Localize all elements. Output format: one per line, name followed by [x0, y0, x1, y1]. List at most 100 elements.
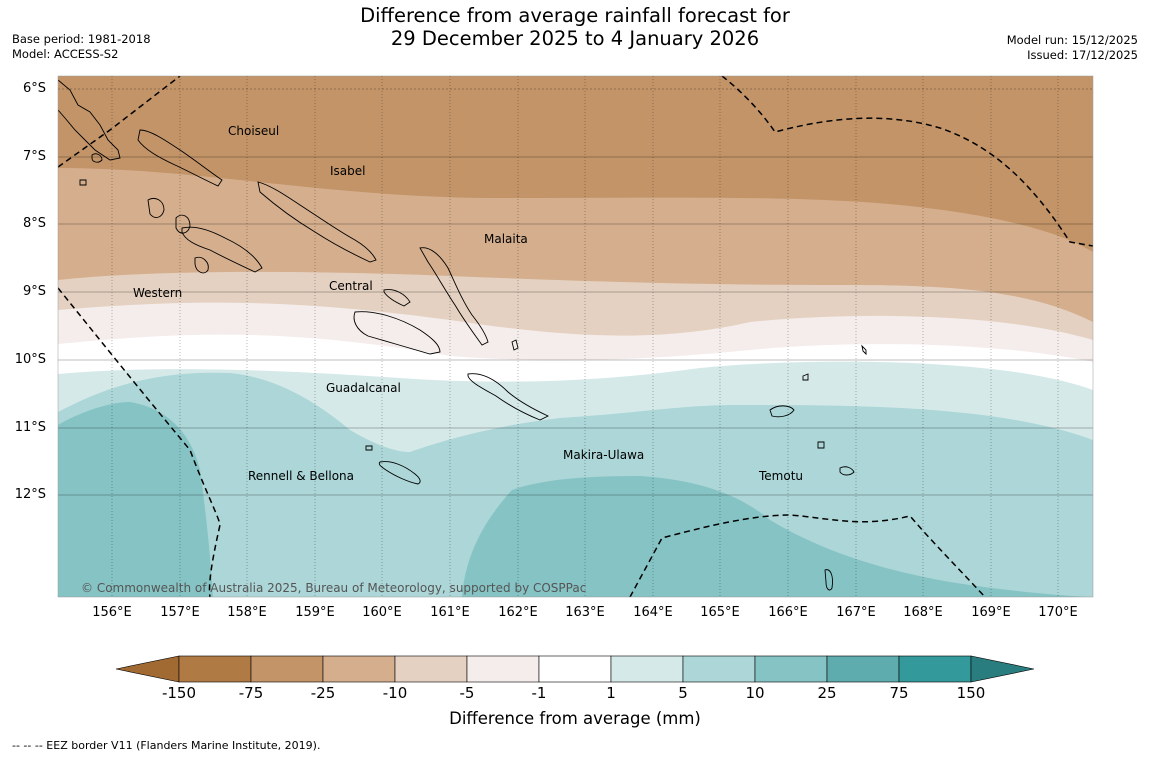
- colorbar-segment: [682, 655, 756, 683]
- map-title: Difference from average rainfall forecas…: [0, 4, 1150, 50]
- island-santa-cruz: [769, 405, 795, 418]
- lon-label: 162°E: [498, 605, 538, 620]
- eez-line-south-west: [58, 287, 221, 597]
- lon-label: 161°E: [430, 605, 470, 620]
- place-labels: Choiseul Isabel Malaita Western Central …: [133, 124, 803, 483]
- colorbar-tick: -75: [238, 684, 264, 702]
- island-ulawa: [511, 339, 519, 351]
- meta-right: Model run: 15/12/2025 Issued: 17/12/2025: [1007, 33, 1138, 63]
- colorbar-arrow-low: [115, 655, 180, 683]
- title-line-1: Difference from average rainfall forecas…: [360, 4, 790, 27]
- lon-label: 167°E: [836, 605, 876, 620]
- label-choiseul: Choiseul: [228, 124, 279, 138]
- colorbar-tick: -5: [459, 684, 475, 702]
- model-name: Model: ACCESS-S2: [12, 47, 119, 61]
- lon-label: 157°E: [160, 605, 200, 620]
- label-central: Central: [329, 279, 373, 293]
- island-new-georgia: [181, 226, 263, 273]
- island-small-3: [91, 153, 103, 163]
- lon-label: 156°E: [92, 605, 132, 620]
- label-western: Western: [133, 286, 182, 300]
- lon-label: 166°E: [768, 605, 808, 620]
- colorbar-segment: [394, 655, 468, 683]
- colorbar-segment: [466, 655, 540, 683]
- coastlines: [58, 79, 867, 591]
- island-tikopia: [824, 569, 833, 591]
- lon-label: 169°E: [971, 605, 1011, 620]
- label-guadalcanal: Guadalcanal: [326, 381, 401, 395]
- band-plus-25-east: [462, 476, 1093, 597]
- eez-line-north-east: [721, 76, 1093, 247]
- eez-footnote: -- -- -- EEZ border V11 (Flanders Marine…: [12, 739, 321, 752]
- lat-label: 11°S: [14, 420, 46, 435]
- colorbar-tick: -25: [310, 684, 336, 702]
- island-rendova: [194, 256, 209, 274]
- model-run: Model run: 15/12/2025: [1006, 33, 1138, 47]
- island-malaita: [419, 247, 489, 346]
- lon-label: 168°E: [903, 605, 943, 620]
- eez-line-south-east: [629, 514, 986, 597]
- island-bougainville: [58, 79, 121, 161]
- lon-label: 164°E: [633, 605, 673, 620]
- lat-label: 9°S: [22, 284, 46, 299]
- colorbar-segment: [898, 655, 972, 683]
- colorbar-tick: 150: [956, 684, 986, 702]
- label-temotu: Temotu: [758, 469, 803, 483]
- colorbar-title: Difference from average (mm): [449, 709, 701, 728]
- lon-label: 159°E: [295, 605, 335, 620]
- colorbar-tick: -150: [161, 684, 197, 702]
- island-kolombangara: [175, 214, 191, 234]
- lat-label: 6°S: [22, 81, 46, 96]
- colorbar-segment: [610, 655, 684, 683]
- colorbar: [115, 655, 1035, 683]
- lon-label: 170°E: [1038, 605, 1078, 620]
- island-small-2: [79, 179, 87, 186]
- colorbar-tick: 10: [745, 684, 765, 702]
- lon-label: 160°E: [362, 605, 402, 620]
- island-vella-lavella: [147, 198, 165, 218]
- lat-label: 12°S: [14, 487, 46, 502]
- island-florida: [383, 289, 411, 307]
- label-rennell-bellona: Rennell & Bellona: [248, 469, 354, 483]
- lat-label: 7°S: [22, 149, 46, 164]
- label-makira-ulawa: Makira-Ulawa: [563, 448, 644, 462]
- colorbar-segment: [178, 655, 252, 683]
- colorbar-tick: -1: [531, 684, 547, 702]
- island-makira: [467, 373, 550, 421]
- island-small-1: [861, 344, 867, 356]
- colorbar-tick: 5: [678, 684, 688, 702]
- island-choiseul: [137, 129, 223, 187]
- graticule: [58, 76, 1093, 597]
- island-vanikoro: [839, 466, 855, 476]
- issued-date: Issued: 17/12/2025: [1027, 48, 1138, 62]
- island-isabel: [257, 181, 377, 263]
- island-guadalcanal: [353, 311, 441, 355]
- meta-left: Base period: 1981-2018 Model: ACCESS-S2: [12, 32, 151, 62]
- colorbar-tick: 1: [606, 684, 616, 702]
- colorbar-tick: 25: [817, 684, 837, 702]
- island-utupua: [817, 441, 825, 449]
- title-line-2: 29 December 2025 to 4 January 2026: [390, 27, 760, 50]
- colorbar-segment: [538, 655, 612, 683]
- eez-borders: [58, 76, 1093, 597]
- label-malaita: Malaita: [484, 232, 528, 246]
- map-frame: [57, 75, 1094, 598]
- island-bellona: [365, 445, 373, 451]
- lat-label: 10°S: [14, 352, 46, 367]
- island-reef-islands: [802, 373, 809, 381]
- lon-label: 165°E: [700, 605, 740, 620]
- copyright-text: © Commonwealth of Australia 2025, Bureau…: [81, 581, 586, 595]
- label-isabel: Isabel: [330, 164, 365, 178]
- lon-label: 158°E: [227, 605, 267, 620]
- colorbar-segment: [322, 655, 396, 683]
- colorbar-segment: [754, 655, 828, 683]
- colorbar-segment: [250, 655, 324, 683]
- eez-line-north-west: [58, 76, 181, 168]
- colorbar-arrow-high: [970, 655, 1035, 683]
- colorbar-segment: [826, 655, 900, 683]
- colorbar-tick: -10: [382, 684, 408, 702]
- rainfall-bands: Choiseul Isabel Malaita Western Central …: [58, 76, 1093, 597]
- lat-label: 8°S: [22, 216, 46, 231]
- colorbar-tick: 75: [889, 684, 909, 702]
